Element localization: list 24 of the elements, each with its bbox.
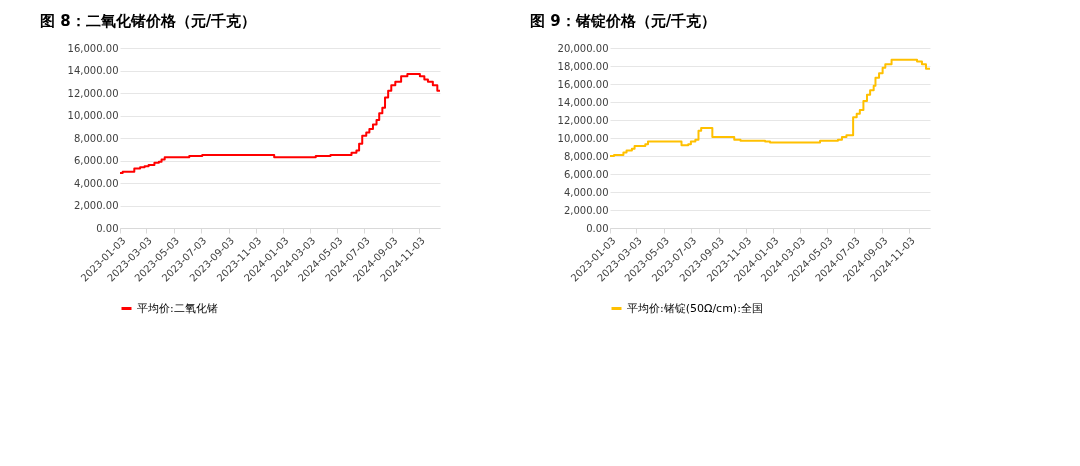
y-tick-label: 2,000.00 [563,204,609,216]
chart-title: 图 8：二氧化锗价格（元/千克） [40,12,257,30]
y-tick-label: 6,000.00 [563,168,609,180]
y-tick-label: 4,000.00 [73,177,119,189]
y-tick-label: 14,000.00 [557,96,609,108]
y-tick-label: 10,000.00 [67,110,119,121]
y-tick-label: 0.00 [96,222,119,234]
y-tick-label: 8,000.00 [73,132,119,144]
y-tick-label: 4,000.00 [563,186,609,198]
y-tick-label: 10,000.00 [557,132,609,144]
legend-label: 平均价:锗锭(50Ω/cm):全国 [627,301,763,315]
legend-label: 平均价:二氧化锗 [137,301,218,315]
y-tick-label: 2,000.00 [73,200,119,211]
y-tick-label: 12,000.00 [67,87,119,99]
y-tick-label: 18,000.00 [557,60,609,72]
y-tick-label: 0.00 [586,222,609,234]
y-tick-label: 8,000.00 [563,150,609,162]
y-tick-label: 14,000.00 [67,65,119,76]
y-tick-label: 20,000.00 [557,42,609,54]
chart-title: 图 9：锗锭价格（元/千克） [530,12,717,30]
y-tick-label: 16,000.00 [67,42,119,54]
y-tick-label: 6,000.00 [73,155,119,166]
y-tick-label: 12,000.00 [557,114,609,126]
y-tick-label: 16,000.00 [557,78,609,90]
